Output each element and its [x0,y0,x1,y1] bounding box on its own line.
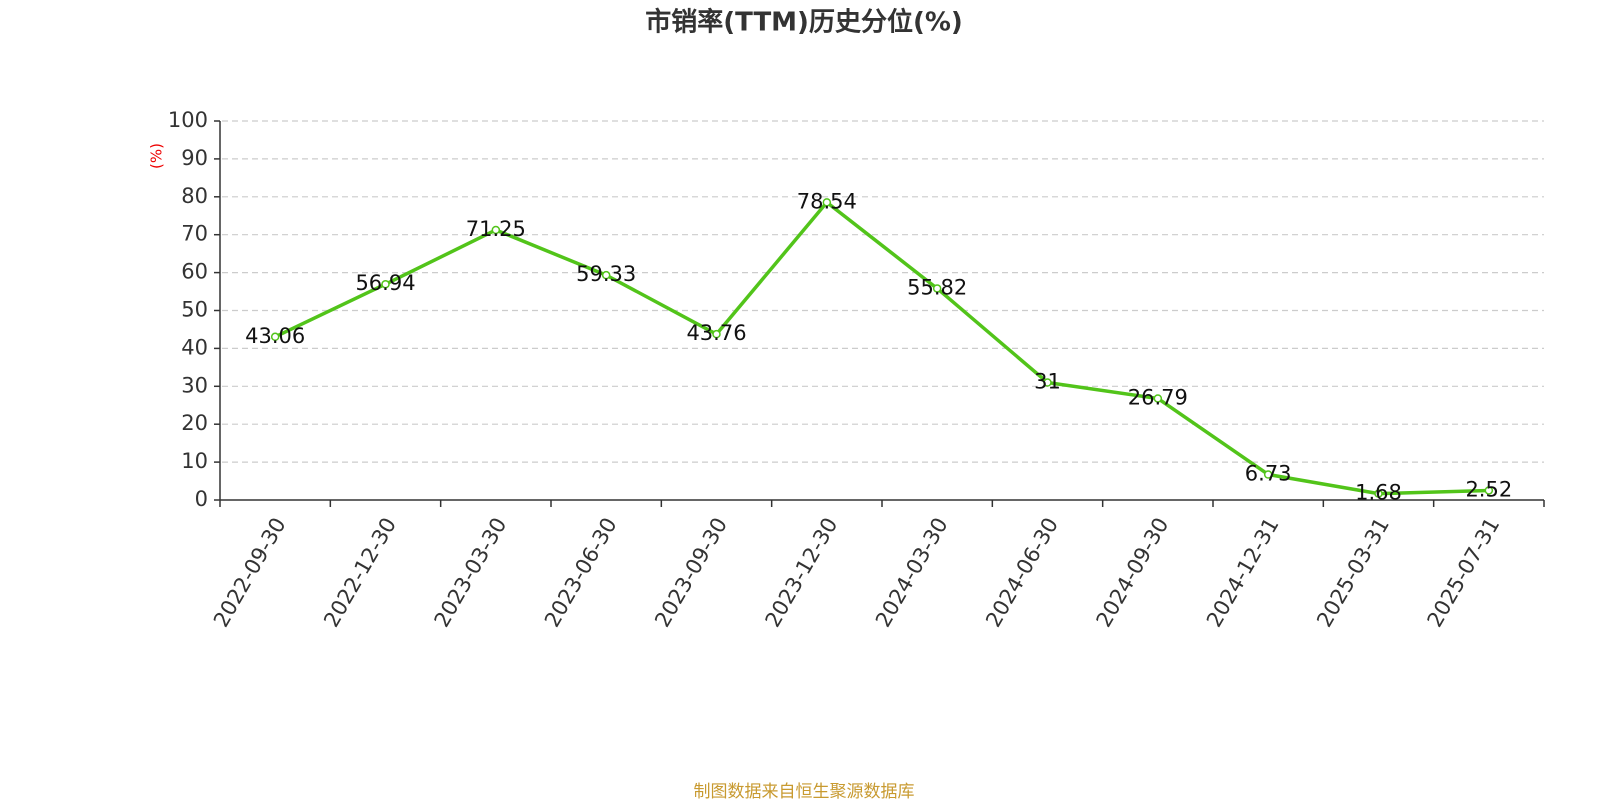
data-label: 31 [1034,370,1061,394]
data-label: 2.52 [1465,477,1512,501]
point [712,329,721,339]
line [274,200,1489,496]
data-label: 56.94 [355,271,415,295]
y-tick-label: 70 [181,222,208,246]
x-tick-label: 2023-06-30 [540,514,622,632]
data-label: 6.73 [1245,461,1292,485]
data-label: 1.68 [1355,481,1402,505]
point [491,225,501,235]
point [381,279,390,289]
x-tick-label: 2024-12-31 [1202,514,1284,632]
y-tick-label: 10 [181,449,208,473]
chart-title: 市销率(TTM)历史分位(%) [645,7,963,38]
data-label: 71.25 [466,217,526,241]
point [1374,489,1383,498]
y-tick-label: 90 [181,146,208,170]
point [932,284,942,293]
x-tick-label: 2023-03-30 [430,514,512,632]
y-tick-label: 60 [181,260,208,284]
data-label: 26.79 [1128,385,1188,409]
data-label: 55.82 [907,275,967,299]
x-tick-label: 2022-09-30 [209,514,291,632]
x-tick-label: 2025-03-31 [1312,514,1394,632]
point [822,198,832,207]
point [1484,486,1494,495]
y-tick-label: 80 [181,184,208,208]
data-label: 78.54 [797,189,857,213]
x-tick-label: 2023-12-30 [761,514,843,632]
x-tick-label: 2024-09-30 [1092,514,1174,632]
source-note: 制图数据来自恒生聚源数据库 [694,782,915,800]
x-tick-label: 2022-12-30 [319,514,401,632]
point [270,332,280,342]
data-label: 43.06 [245,324,305,348]
data-label: 43.76 [686,321,746,345]
y-tick-label: 100 [168,108,208,132]
y-axis-label: (%) [148,143,166,169]
x-tick-label: 2025-07-31 [1423,514,1505,632]
y-tick-label: 0 [195,487,208,511]
y-tick-label: 50 [181,298,208,322]
point [1043,378,1052,387]
x-tick-label: 2023-09-30 [650,514,732,632]
point [601,270,611,280]
y-tick-label: 20 [181,411,208,435]
x-tick-label: 2024-06-30 [981,514,1063,632]
data-label: 59.33 [576,262,636,286]
x-tick-label: 2024-03-30 [871,514,953,632]
point [1153,394,1163,403]
point [1263,470,1273,479]
y-tick-label: 30 [181,373,208,397]
y-tick-label: 40 [181,335,208,359]
